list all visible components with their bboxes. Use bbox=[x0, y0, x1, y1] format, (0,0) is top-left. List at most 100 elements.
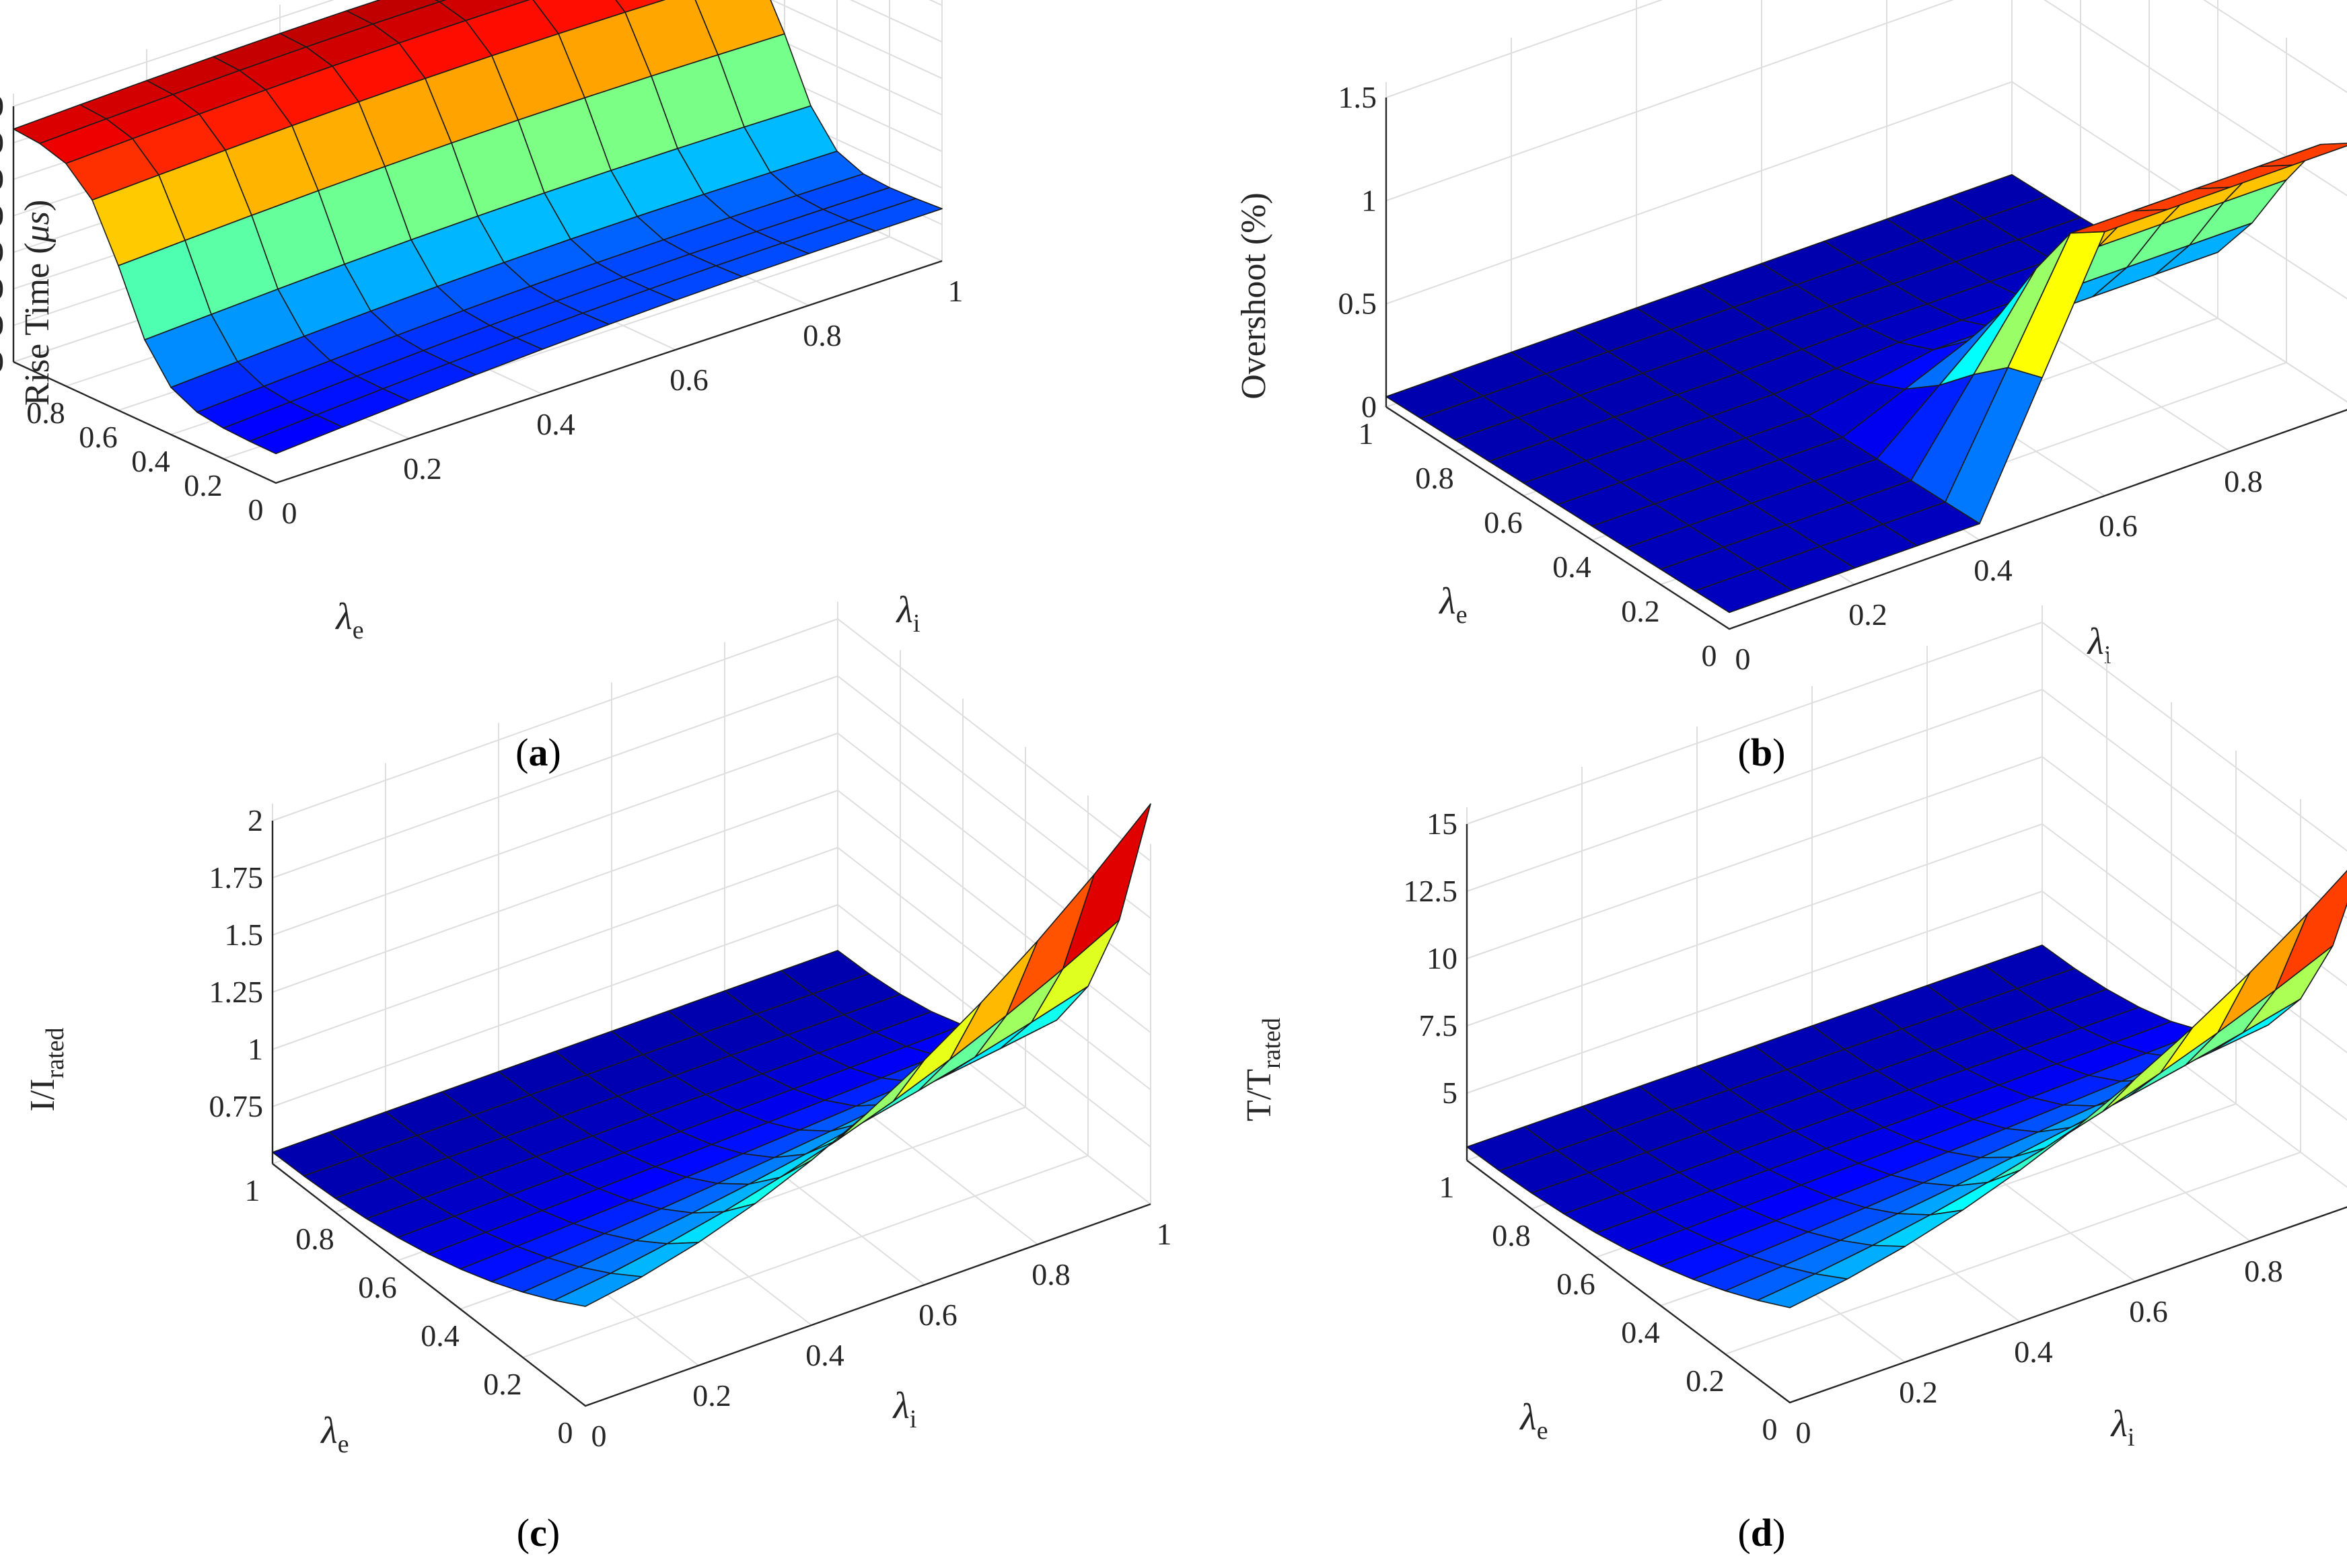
x-tick-label: 1 bbox=[1439, 1170, 1455, 1204]
y-tick-label: 0.4 bbox=[536, 407, 575, 441]
y-tick-label: 0.8 bbox=[803, 318, 842, 352]
panel-d-surface bbox=[1466, 870, 2347, 1308]
z-gridline bbox=[1385, 0, 2347, 202]
z-tick-label: 700 bbox=[0, 89, 4, 123]
panel-c-surface bbox=[272, 803, 1151, 1307]
z-gridline bbox=[272, 675, 1151, 919]
x-tick-label: 0.4 bbox=[131, 444, 170, 478]
z-tick-label: 1.75 bbox=[209, 860, 264, 895]
panel-a-ylabel: λi bbox=[896, 589, 920, 638]
z-tick-label: 15 bbox=[1427, 807, 1457, 841]
x-tick-label: 0.6 bbox=[1556, 1267, 1595, 1301]
x-tick-label: 1 bbox=[0, 371, 1, 406]
z-gridline bbox=[272, 732, 1151, 976]
base-axes bbox=[1466, 1160, 2347, 1404]
panel-c-xlabel: λe bbox=[320, 1410, 349, 1458]
x-tick-label: 0.2 bbox=[1686, 1364, 1725, 1398]
y-tick-label: 0.8 bbox=[2224, 464, 2263, 498]
surface-patch bbox=[249, 414, 343, 455]
z-tick-label: 300 bbox=[0, 235, 4, 269]
panel-c-caption: (c) bbox=[517, 1511, 560, 1555]
x-tick-label: 0.4 bbox=[421, 1318, 460, 1353]
y-tick-label: 0 bbox=[1796, 1415, 1811, 1450]
z-tick-label: 600 bbox=[0, 125, 4, 159]
y-tick-label: 0.6 bbox=[670, 363, 709, 397]
z-tick-label: 1 bbox=[1361, 183, 1377, 217]
x-tick-label: 0.2 bbox=[1621, 594, 1660, 628]
base-axes bbox=[13, 260, 943, 484]
panel-b-xlabel: λe bbox=[1438, 581, 1467, 629]
y-tick-label: 0 bbox=[1735, 642, 1751, 676]
x-tick-label: 0.6 bbox=[79, 420, 118, 454]
z-gridline bbox=[272, 618, 1151, 862]
z-tick-label: 2 bbox=[248, 803, 263, 837]
x-tick-label: 0.6 bbox=[358, 1270, 397, 1304]
panel-b-caption: (b) bbox=[1738, 731, 1786, 774]
x-tick-label: 0.4 bbox=[1552, 550, 1591, 584]
z-gridline bbox=[1385, 0, 2347, 98]
z-tick-label: 200 bbox=[0, 271, 4, 305]
z-tick-label: 1 bbox=[248, 1032, 263, 1066]
z-gridline bbox=[1466, 755, 2347, 986]
x-tick-label: 0.8 bbox=[1492, 1218, 1531, 1253]
panel-b-ylabel: λi bbox=[2087, 621, 2111, 669]
x-tick-label: 0.8 bbox=[295, 1222, 334, 1256]
x-tick-label: 0 bbox=[1762, 1412, 1778, 1446]
z-tick-label: 12.5 bbox=[1404, 874, 1458, 908]
y-tick-label: 1 bbox=[1157, 1217, 1172, 1251]
base-axes bbox=[1385, 406, 2347, 630]
z-tick-label: 5 bbox=[1442, 1076, 1457, 1110]
z-tick-label: 1.5 bbox=[1338, 80, 1377, 114]
y-tick-label: 0.8 bbox=[1032, 1257, 1071, 1292]
x-tick-label: 0 bbox=[248, 492, 264, 527]
panel-a-zlabel: Rise Time (μs) bbox=[18, 200, 57, 406]
surface-patch bbox=[1694, 568, 1793, 613]
panel-b-zlabel: Overshoot (%) bbox=[1235, 192, 1273, 400]
y-tick-label: 0.2 bbox=[692, 1378, 731, 1413]
y-tick-label: 0.2 bbox=[1848, 597, 1887, 632]
x-tick-label: 1 bbox=[245, 1173, 260, 1207]
base-axes bbox=[272, 1163, 1151, 1407]
panel-c-ticks: 0.75 1 1.25 1.5 1.75 2 0 0 0.2 0.2 0.4 0.4 0.6 0.6 0.8… bbox=[209, 803, 1172, 1453]
x-tick-label: 0.2 bbox=[483, 1367, 522, 1401]
z-tick-label: 7.5 bbox=[1419, 1008, 1458, 1043]
x-tick-label: 1 bbox=[1359, 416, 1374, 451]
surface-patch bbox=[615, 0, 666, 13]
z-tick-label: 0 bbox=[0, 344, 4, 379]
panel-a-caption: (a) bbox=[515, 731, 561, 774]
panel-d-torque-ratio: 57.51012.515000.20.20.40.40.60.60.80.811… bbox=[1240, 605, 2347, 1555]
z-tick-label: 0.5 bbox=[1338, 287, 1377, 321]
z-tick-label: 0 bbox=[1361, 389, 1377, 424]
x-tick-label: 0.8 bbox=[26, 396, 65, 430]
panel-c-current-ratio: 0.75 1 1.25 1.5 1.75 2 0 0 0.2 0.2 0.4 0.4 0.6 0.6 0.8… bbox=[24, 601, 1172, 1555]
z-gridline bbox=[1466, 688, 2347, 919]
panel-d-zlabel: T/Trated bbox=[1240, 1018, 1286, 1121]
x-tick-label: 0.4 bbox=[1621, 1315, 1660, 1349]
y-tick-label: 0.4 bbox=[2014, 1335, 2053, 1369]
x-tick-label: 0.2 bbox=[184, 468, 223, 502]
z-tick-label: 0.75 bbox=[209, 1089, 264, 1123]
y-tick-label: 0 bbox=[282, 496, 297, 530]
z-tick-label: 100 bbox=[0, 308, 4, 342]
z-tick-label: 500 bbox=[0, 162, 4, 196]
x-tick-label: 0 bbox=[558, 1415, 573, 1450]
panel-a-rise-time: 0100200300400500600700000.20.20.40.40.60… bbox=[0, 0, 964, 774]
panel-a-surface bbox=[13, 0, 943, 455]
z-gridline bbox=[13, 0, 943, 107]
panel-a-xlabel: λe bbox=[334, 596, 363, 644]
x-tick-label: 0 bbox=[1702, 638, 1717, 673]
panel-d-xlabel: λe bbox=[1519, 1396, 1548, 1445]
panel-a-ticks: 0100200300400500600700000.20.20.40.40.60… bbox=[0, 89, 964, 530]
panel-b-surface bbox=[1385, 143, 2347, 613]
z-tick-label: 400 bbox=[0, 198, 4, 233]
y-tick-label: 0.2 bbox=[1899, 1375, 1938, 1409]
y-tick-label: 0.6 bbox=[2129, 1294, 2168, 1329]
z-tick-label: 1.25 bbox=[209, 975, 264, 1009]
y-tick-label: 1 bbox=[948, 274, 964, 308]
panel-c-zlabel: I/Irated bbox=[24, 1027, 69, 1111]
z-tick-label: 1.5 bbox=[225, 918, 264, 952]
